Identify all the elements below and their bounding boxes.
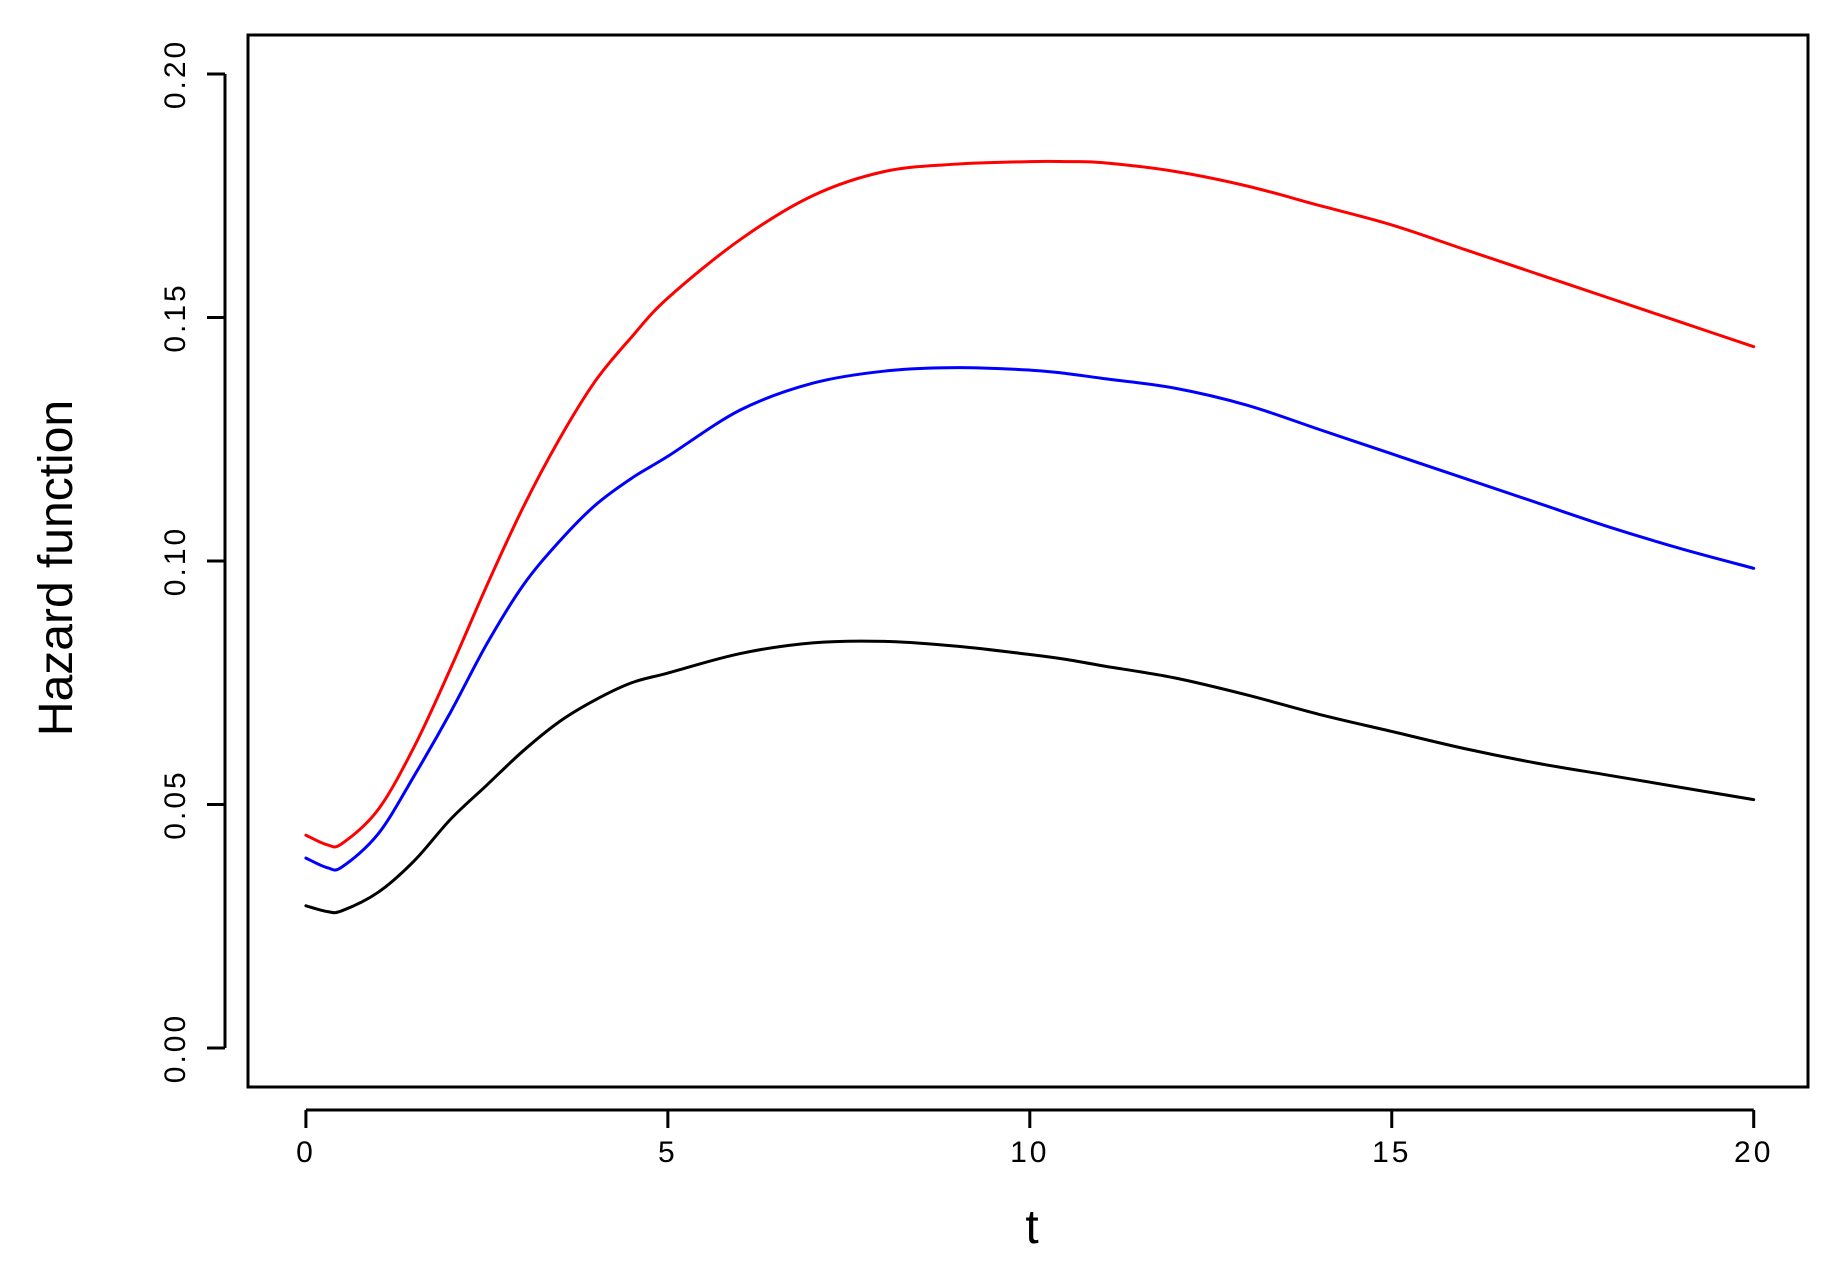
x-tick-label: 10 bbox=[1010, 1136, 1049, 1169]
y-tick-label: 0.15 bbox=[159, 282, 192, 352]
x-tick-label: 20 bbox=[1734, 1136, 1773, 1169]
series-layer bbox=[304, 159, 1756, 915]
x-tick-label: 5 bbox=[658, 1136, 678, 1169]
y-tick-label: 0.10 bbox=[159, 526, 192, 596]
x-axis-title: t bbox=[1025, 1201, 1038, 1254]
y-axis-title: Hazard function bbox=[30, 400, 83, 736]
x-tick-label: 0 bbox=[296, 1136, 316, 1169]
plot-frame bbox=[246, 33, 1810, 1089]
x-axis: 0 5 10 15 20 bbox=[296, 1108, 1773, 1169]
y-axis: 0.00 0.05 0.10 0.15 0.20 bbox=[159, 39, 227, 1083]
series-line-red bbox=[304, 159, 1756, 849]
series-line-black bbox=[304, 639, 1756, 915]
y-tick-label: 0.20 bbox=[159, 39, 192, 109]
y-tick-label: 0.00 bbox=[159, 1013, 192, 1083]
series-line-blue bbox=[304, 366, 1756, 872]
x-tick-label: 15 bbox=[1372, 1136, 1411, 1169]
y-tick-label: 0.05 bbox=[159, 769, 192, 839]
